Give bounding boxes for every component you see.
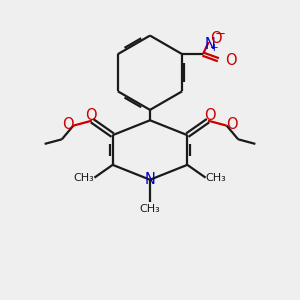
Text: O: O <box>62 117 74 132</box>
Text: −: − <box>214 28 226 41</box>
Text: O: O <box>204 108 215 123</box>
Text: O: O <box>226 117 238 132</box>
Text: CH₃: CH₃ <box>74 172 94 183</box>
Text: O: O <box>210 31 222 46</box>
Text: +: + <box>210 43 219 52</box>
Text: CH₃: CH₃ <box>140 204 160 214</box>
Text: N: N <box>145 172 155 187</box>
Text: N: N <box>205 38 216 52</box>
Text: O: O <box>85 108 96 123</box>
Text: O: O <box>225 53 236 68</box>
Text: CH₃: CH₃ <box>206 172 226 183</box>
